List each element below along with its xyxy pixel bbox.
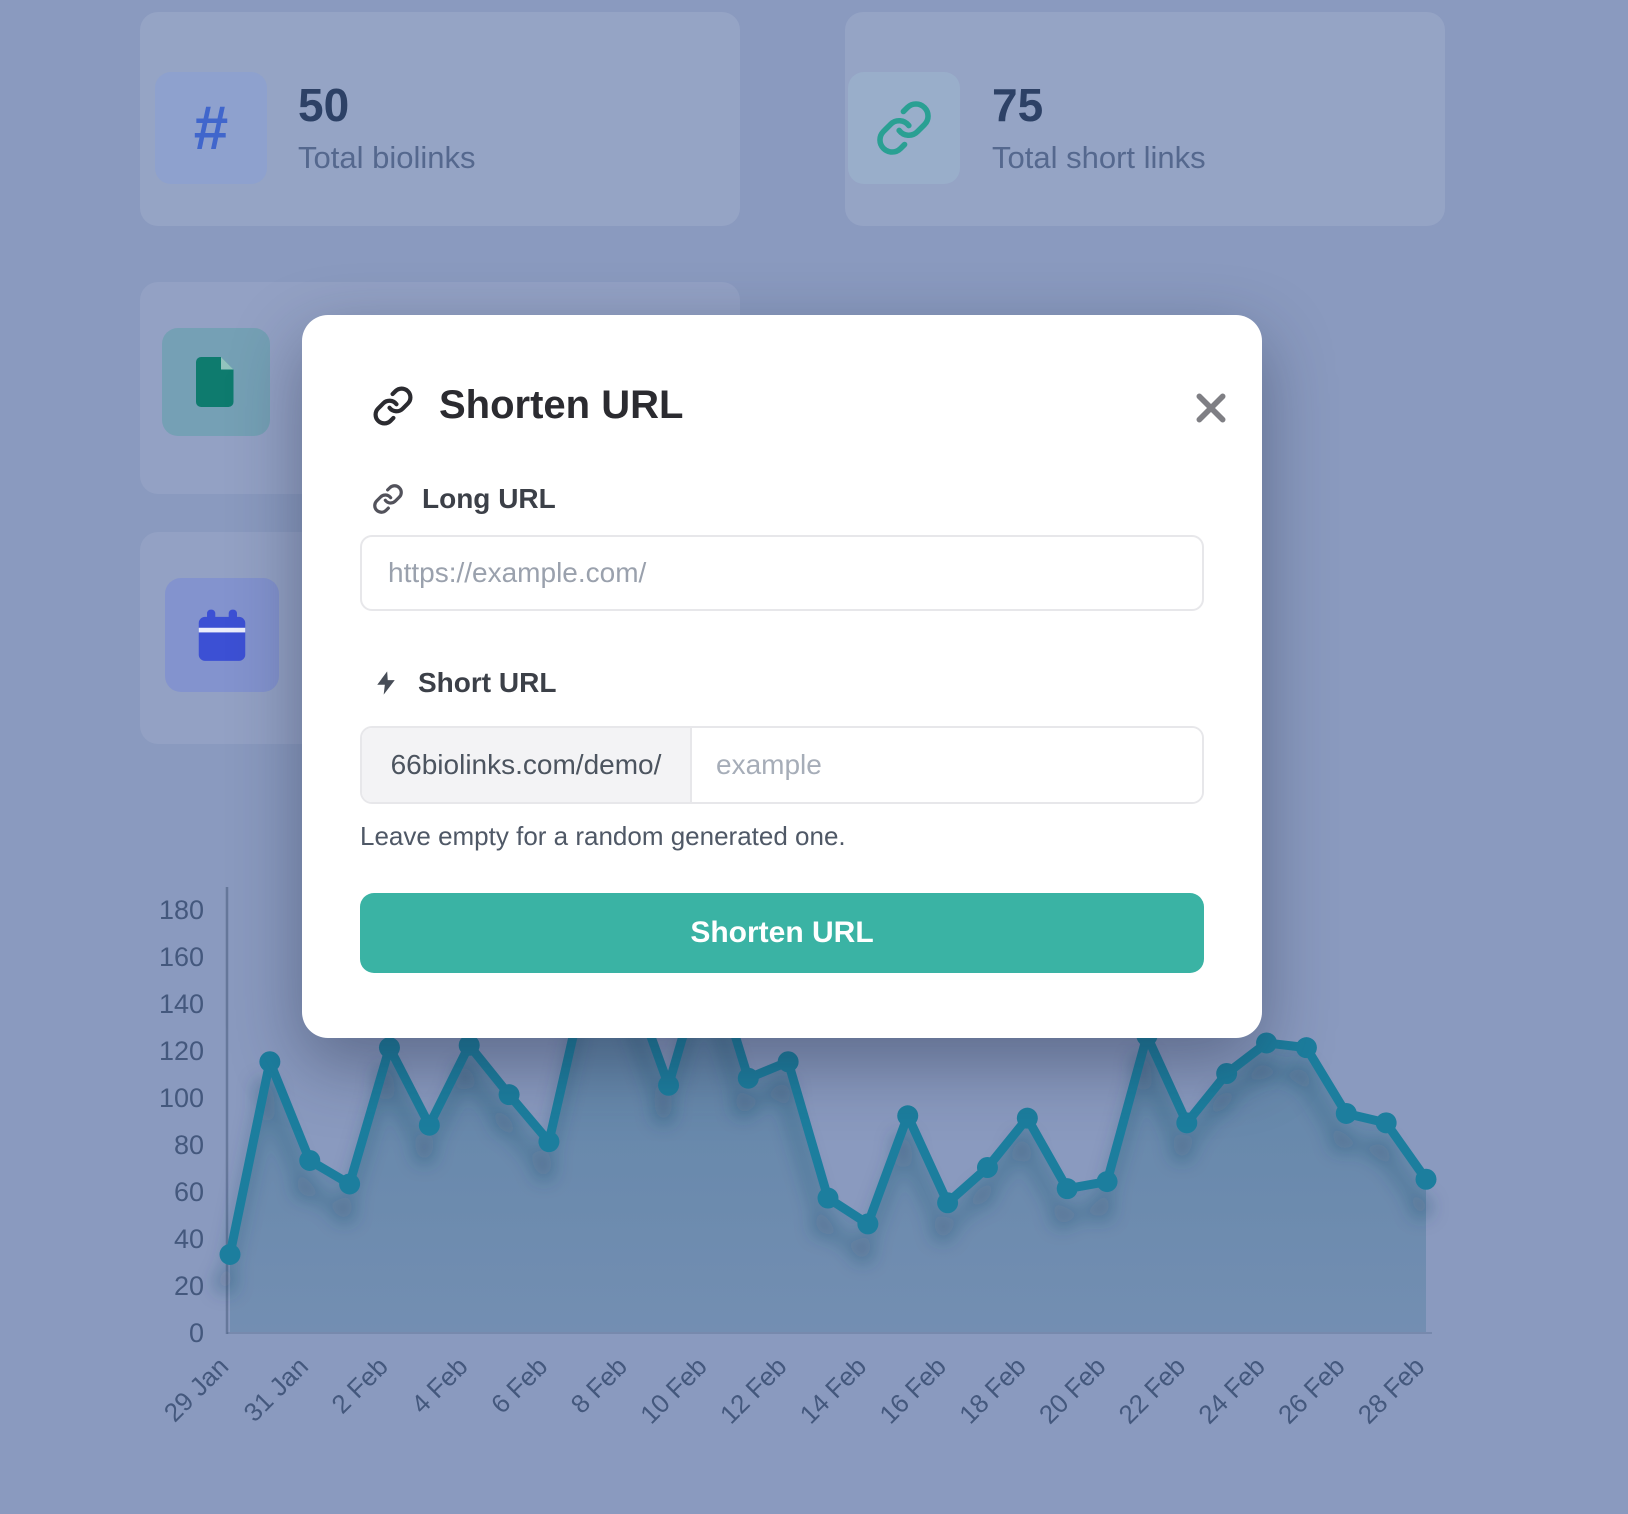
- data-point: [817, 1187, 839, 1209]
- chain-link-icon: [372, 385, 414, 427]
- y-tick-label: 140: [159, 989, 204, 1019]
- short-url-prefix: 66biolinks.com/demo/: [362, 728, 692, 802]
- y-tick-label: 180: [159, 895, 204, 925]
- data-point: [1335, 1102, 1357, 1124]
- data-point: [897, 1105, 919, 1127]
- data-point: [299, 1149, 321, 1171]
- stat-value-biolinks: 50: [298, 79, 350, 131]
- stat-card-total-short-links: 75 Total short links: [845, 12, 1445, 226]
- data-point: [1176, 1112, 1198, 1134]
- data-point: [1256, 1032, 1278, 1054]
- y-tick-label: 100: [159, 1083, 204, 1113]
- x-tick-label: 24 Feb: [1192, 1351, 1270, 1429]
- x-tick-label: 14 Feb: [794, 1351, 872, 1429]
- lightning-bolt-icon: [372, 669, 400, 697]
- data-point: [339, 1173, 361, 1195]
- shorten-url-button[interactable]: Shorten URL: [360, 893, 1204, 973]
- long-url-label-text: Long URL: [422, 483, 556, 514]
- data-point: [1295, 1037, 1317, 1059]
- data-point: [259, 1051, 281, 1073]
- stat-value-short-links: 75: [992, 79, 1044, 131]
- modal-header: Shorten URL: [372, 383, 683, 428]
- data-point: [777, 1051, 799, 1073]
- y-tick-label: 60: [174, 1177, 204, 1207]
- stat-label-biolinks: Total biolinks: [298, 140, 476, 175]
- y-tick-label: 160: [159, 942, 204, 972]
- x-tick-label: 22 Feb: [1113, 1351, 1191, 1429]
- hash-icon: #: [155, 72, 267, 184]
- shorten-url-modal: Shorten URL Long URL Short URL: [302, 315, 1262, 1038]
- modal-title: Shorten URL: [439, 383, 684, 427]
- short-url-input[interactable]: [692, 728, 1202, 802]
- data-point: [857, 1213, 879, 1235]
- x-tick-label: 8 Feb: [565, 1351, 633, 1419]
- x-tick-label: 28 Feb: [1352, 1351, 1430, 1429]
- x-tick-label: 26 Feb: [1272, 1351, 1350, 1429]
- x-tick-label: 6 Feb: [485, 1351, 553, 1419]
- link-icon: [848, 72, 960, 184]
- short-url-input-group: 66biolinks.com/demo/: [360, 726, 1204, 804]
- calendar-icon: [165, 578, 279, 692]
- x-tick-label: 10 Feb: [634, 1351, 712, 1429]
- close-icon[interactable]: [1188, 385, 1234, 431]
- stat-label-short-links: Total short links: [992, 140, 1206, 175]
- y-tick-label: 80: [174, 1130, 204, 1160]
- data-point: [538, 1131, 560, 1153]
- data-point: [658, 1074, 680, 1096]
- file-icon: [162, 328, 270, 436]
- x-tick-label: 4 Feb: [405, 1351, 473, 1419]
- data-point: [1056, 1178, 1078, 1200]
- y-tick-label: 40: [174, 1224, 204, 1254]
- data-point: [937, 1192, 959, 1214]
- short-url-label: Short URL: [372, 667, 556, 699]
- x-tick-label: 2 Feb: [325, 1351, 393, 1419]
- y-tick-label: 20: [174, 1271, 204, 1301]
- chart-series: [219, 938, 1437, 1332]
- stat-card-total-biolinks: # 50 Total biolinks: [140, 12, 740, 226]
- data-point: [976, 1157, 998, 1178]
- data-point: [458, 1034, 480, 1056]
- data-point: [1375, 1112, 1397, 1134]
- short-url-helper-text: Leave empty for a random generated one.: [360, 821, 846, 851]
- short-url-label-text: Short URL: [418, 667, 557, 698]
- long-url-label: Long URL: [372, 483, 556, 515]
- area-fill: [230, 948, 1426, 1332]
- chain-link-icon: [372, 483, 404, 515]
- data-point: [1415, 1168, 1437, 1190]
- x-tick-label: 20 Feb: [1033, 1351, 1111, 1429]
- y-tick-label: 0: [189, 1318, 204, 1348]
- data-point: [378, 1037, 400, 1059]
- data-point: [418, 1114, 440, 1136]
- data-point: [498, 1084, 520, 1106]
- data-point: [1216, 1063, 1238, 1084]
- data-point: [737, 1067, 759, 1089]
- y-tick-label: 120: [159, 1036, 204, 1066]
- data-point: [1016, 1107, 1038, 1129]
- x-tick-label: 29 Jan: [158, 1351, 234, 1427]
- data-point: [219, 1243, 241, 1265]
- x-tick-label: 12 Feb: [714, 1351, 792, 1429]
- long-url-input[interactable]: [360, 535, 1204, 611]
- x-tick-label: 16 Feb: [873, 1351, 951, 1429]
- x-tick-label: 18 Feb: [953, 1351, 1031, 1429]
- x-tick-label: 31 Jan: [238, 1351, 314, 1427]
- data-point: [1096, 1171, 1118, 1193]
